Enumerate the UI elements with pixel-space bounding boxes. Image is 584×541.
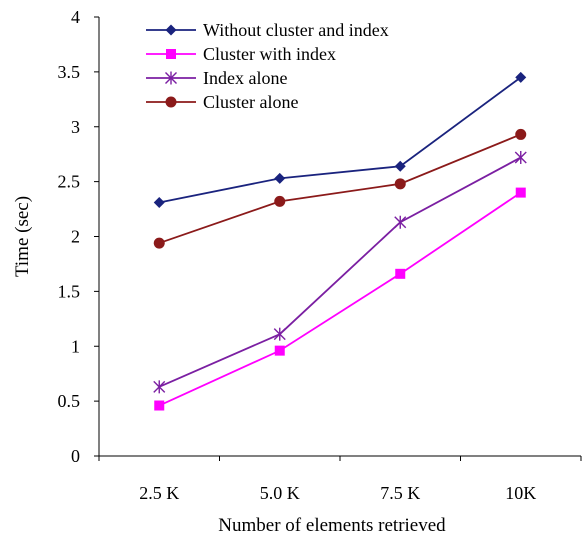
legend-item-without-cluster-and-index: Without cluster and index <box>146 20 389 40</box>
series-without-cluster-and-index <box>153 71 527 208</box>
x-tick-label: 5.0 K <box>260 483 300 503</box>
data-point <box>274 195 286 207</box>
series-line <box>159 76 522 204</box>
data-point <box>515 128 527 140</box>
x-tick-label: 7.5 K <box>380 483 420 503</box>
legend-item-cluster-with-index: Cluster with index <box>146 44 336 64</box>
data-point <box>395 268 406 279</box>
data-point <box>273 327 286 341</box>
data-point <box>274 172 286 184</box>
data-point <box>154 400 165 411</box>
data-point <box>274 345 285 356</box>
series-index-alone <box>153 150 527 394</box>
legend-label: Cluster with index <box>203 44 336 64</box>
y-axis-title: Time (sec) <box>12 196 33 277</box>
y-tick-label: 2.5 <box>58 172 81 192</box>
legend-item-index-alone: Index alone <box>146 68 287 88</box>
y-axis-ticks: 0 0.5 1 1.5 2 2.5 3 3.5 4 <box>58 7 99 466</box>
x-tick-label: 2.5 K <box>139 483 179 503</box>
legend-marker <box>165 96 177 108</box>
legend: Without cluster and index Cluster with in… <box>146 20 389 112</box>
series-line <box>158 156 522 388</box>
data-point <box>153 380 166 394</box>
data-point <box>515 71 527 83</box>
data-point <box>394 215 407 229</box>
legend-marker <box>166 49 176 59</box>
data-point <box>514 150 527 164</box>
x-tick-label: 10K <box>505 483 536 503</box>
series-cluster-alone <box>153 128 527 249</box>
y-tick-label: 4 <box>71 7 80 27</box>
legend-marker <box>165 71 177 85</box>
y-tick-label: 3 <box>71 117 80 137</box>
y-tick-label: 2 <box>71 227 80 247</box>
series-line <box>158 191 522 407</box>
y-tick-label: 0.5 <box>58 391 81 411</box>
legend-label: Cluster alone <box>203 92 298 112</box>
legend-item-cluster-alone: Cluster alone <box>146 92 298 112</box>
legend-marker <box>165 24 177 36</box>
y-tick-label: 3.5 <box>58 62 81 82</box>
data-point <box>515 187 526 198</box>
series-line <box>158 133 522 244</box>
data-point <box>153 237 165 249</box>
y-tick-label: 1.5 <box>58 281 81 301</box>
data-point <box>153 196 165 208</box>
legend-label: Index alone <box>203 68 287 88</box>
legend-label: Without cluster and index <box>203 20 389 40</box>
x-axis-ticks: 2.5 K 5.0 K 7.5 K 10K <box>98 456 582 503</box>
y-tick-label: 1 <box>71 336 80 356</box>
series-layer <box>153 71 527 411</box>
series-cluster-with-index <box>154 187 526 411</box>
y-tick-label: 0 <box>71 446 80 466</box>
x-axis-title: Number of elements retrieved <box>218 515 446 536</box>
data-point <box>394 178 406 190</box>
data-point <box>394 160 406 172</box>
